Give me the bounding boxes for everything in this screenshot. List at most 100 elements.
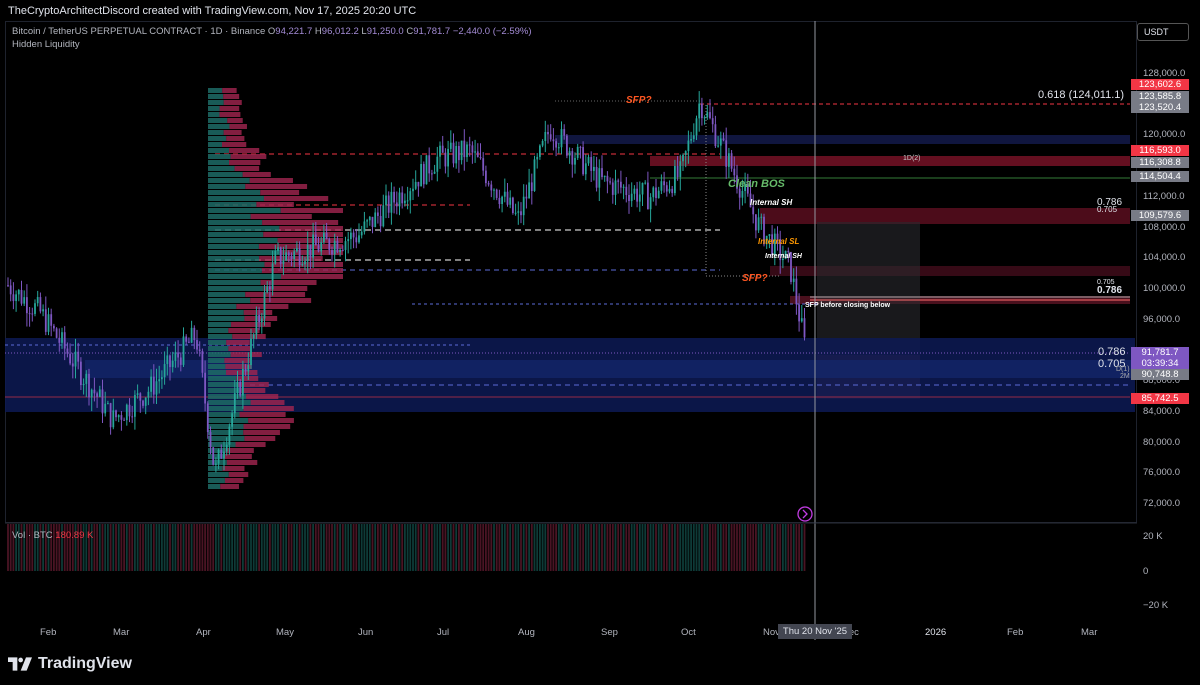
candle-body <box>260 318 263 323</box>
volume-bar <box>493 524 495 571</box>
volume-bar <box>803 524 806 571</box>
candle-body <box>779 238 782 261</box>
volume-bar <box>47 524 50 571</box>
volume-bar <box>296 524 298 571</box>
candle-body <box>566 135 568 156</box>
candle-body <box>760 216 763 218</box>
volume-bar <box>228 524 231 571</box>
volume-bar <box>595 524 598 571</box>
price-badge: 91,781.7 <box>1131 347 1189 358</box>
candle-body <box>171 360 174 368</box>
price-chart[interactable] <box>0 0 1200 640</box>
volume-bar <box>795 524 798 571</box>
candle-body <box>714 124 717 147</box>
price-badge: 116,593.0 <box>1131 145 1189 156</box>
volume-bar <box>636 524 638 571</box>
indicator-legend[interactable]: Hidden Liquidity <box>12 39 80 50</box>
candle-body <box>109 403 112 428</box>
volume-bar <box>15 524 17 571</box>
candle-body <box>277 247 279 251</box>
vp-bar-sell <box>219 106 240 111</box>
tradingview-logo[interactable]: TradingView <box>8 655 132 673</box>
price-tick: 88,000.0 <box>1143 375 1180 387</box>
candle-body <box>433 171 436 174</box>
volume-bar <box>26 524 28 571</box>
vp-bar-sell <box>225 448 254 453</box>
internal-sh-annotation-1: Internal SH <box>750 198 793 207</box>
volume-bar <box>625 524 628 571</box>
volume-bar <box>744 524 746 571</box>
volume-bar <box>44 524 47 571</box>
candle-body <box>593 166 595 171</box>
sfp-top-annotation: SFP? <box>626 95 652 106</box>
candle-body <box>317 245 320 252</box>
vp-bar-sell <box>262 220 339 225</box>
fib-1d-label: 1D(2) <box>903 155 921 162</box>
volume-bar <box>522 524 525 571</box>
volume-bar <box>695 524 698 571</box>
symbol-legend[interactable]: Bitcoin / TetherUS PERPETUAL CONTRACT · … <box>12 26 532 37</box>
volume-bar <box>23 524 26 571</box>
currency-button[interactable]: USDT <box>1137 23 1189 41</box>
vp-bar-buy <box>208 274 282 279</box>
candle-body <box>333 240 336 255</box>
volume-bar <box>274 524 277 571</box>
volume-bar <box>209 524 212 571</box>
volume-bar <box>174 524 177 571</box>
brand-name: TradingView <box>38 655 132 672</box>
volume-bar <box>36 524 39 571</box>
replay-icon[interactable] <box>797 506 813 522</box>
volume-bar <box>571 524 574 571</box>
volume-bar <box>755 524 757 571</box>
volume-bar <box>736 524 738 571</box>
vp-bar-sell <box>242 172 271 177</box>
volume-bar <box>728 524 730 571</box>
volume-legend[interactable]: Vol · BTC 180.89 K <box>12 530 94 541</box>
volume-bar <box>701 524 703 571</box>
candle-body <box>190 327 193 343</box>
volume-bar <box>252 524 255 571</box>
candle-body <box>274 250 277 264</box>
volume-bar <box>269 524 271 571</box>
candle-body <box>385 195 387 206</box>
candle-body <box>34 303 36 314</box>
volume-bar <box>517 524 520 571</box>
volume-bar <box>212 524 215 571</box>
fib-786-lower-label: 0.786 <box>1098 346 1126 358</box>
candle-body <box>36 297 39 304</box>
volume-bar <box>447 524 449 571</box>
time-tick: Sep <box>601 627 618 638</box>
volume-bar <box>501 524 503 571</box>
vp-bar-buy <box>208 220 263 225</box>
candle-body <box>744 184 746 192</box>
candle-body <box>647 182 649 210</box>
volume-bar <box>350 524 352 571</box>
candle-body <box>215 463 217 465</box>
volume-bar <box>39 524 42 571</box>
zone-lower-blue-2 <box>85 360 1135 378</box>
price-tick: 84,000.0 <box>1143 405 1180 417</box>
candle-body <box>414 181 417 189</box>
candle-body <box>66 348 69 354</box>
candle-body <box>476 151 479 157</box>
candle-body <box>471 145 474 153</box>
symbol-name[interactable]: Bitcoin / TetherUS PERPETUAL CONTRACT · … <box>12 26 266 37</box>
candle-body <box>174 352 177 361</box>
volume-bar <box>55 524 58 571</box>
vp-bar-buy <box>208 196 264 201</box>
candle-body <box>644 182 647 184</box>
candle-body <box>633 188 636 194</box>
vol-tick: 20 K <box>1143 531 1163 542</box>
vp-bar-buy <box>208 388 242 393</box>
volume-bar <box>90 524 93 571</box>
volume-bar <box>301 524 304 571</box>
volume-bar <box>204 524 206 571</box>
candle-body <box>244 368 247 372</box>
volume-bar <box>279 524 282 571</box>
vp-bar-buy <box>208 298 251 303</box>
candle-body <box>690 139 692 141</box>
volume-bar <box>360 524 363 571</box>
candle-body <box>490 184 493 191</box>
candle-body <box>239 381 242 396</box>
volume-bar <box>96 524 98 571</box>
